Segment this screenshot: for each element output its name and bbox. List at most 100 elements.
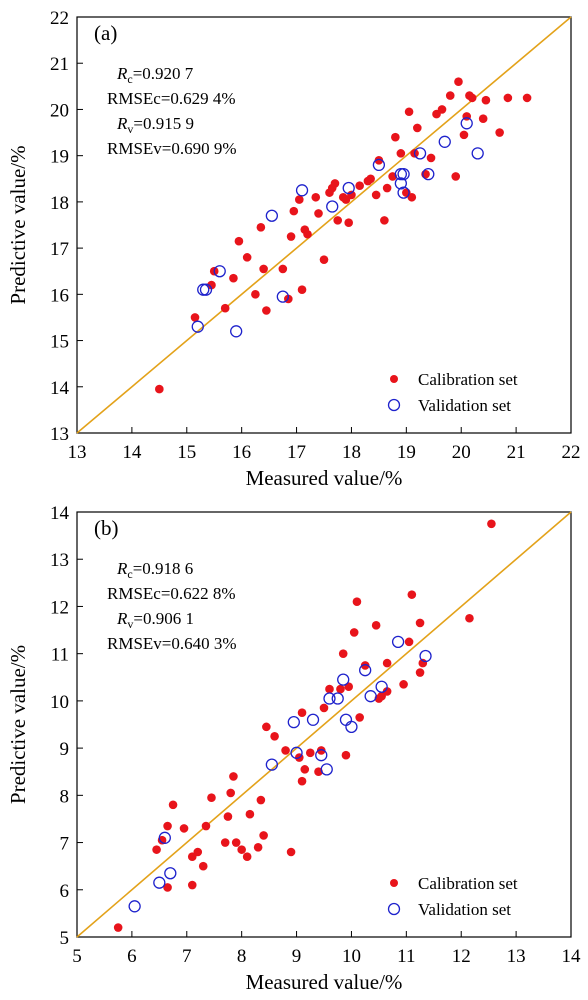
calibration-point [382, 658, 392, 668]
legend-marker-calibration [390, 879, 398, 887]
calibration-point [495, 128, 504, 137]
validation-point [331, 692, 344, 705]
calibration-point [113, 923, 123, 932]
validation-point [128, 900, 141, 913]
x-tick-label: 21 [507, 442, 526, 463]
validation-point [265, 209, 279, 222]
stat-line: RMSEc=0.629 4% [107, 89, 236, 108]
y-tick-label: 22 [50, 8, 69, 29]
calibration-point [179, 824, 189, 833]
validation-point [265, 758, 279, 771]
stat-value: =0.915 9 [133, 114, 194, 133]
calibration-point [503, 93, 513, 103]
calibration-point [481, 95, 491, 105]
calibration-point [478, 114, 488, 123]
calibration-point [262, 306, 271, 315]
calibration-point [459, 130, 469, 140]
validation-point [397, 168, 410, 181]
calibration-point [355, 181, 364, 191]
x-tick-label: 14 [562, 946, 582, 967]
validation-point [359, 664, 372, 677]
x-tick-label: 15 [177, 442, 196, 463]
y-tick-label: 19 [50, 147, 69, 168]
x-tick-label: 16 [232, 442, 251, 463]
calibration-point [380, 216, 389, 225]
calibration-point [245, 809, 255, 819]
validation-point [326, 200, 339, 213]
calibration-point [229, 772, 238, 781]
calibration-point [155, 384, 164, 394]
stat-line: Rc=0.918 6 [116, 559, 193, 581]
validation-point [337, 673, 350, 686]
calibration-point [286, 847, 296, 857]
calibration-point [487, 519, 496, 529]
x-tick-label: 13 [507, 946, 526, 967]
y-tick-label: 8 [60, 786, 70, 807]
stat-subscript: c [127, 72, 132, 86]
stat-subscript: v [127, 617, 133, 631]
calibration-point [229, 273, 238, 283]
validation-point [342, 181, 355, 195]
x-tick-label: 18 [342, 442, 361, 463]
stat-line: RMSEc=0.622 8% [107, 584, 236, 603]
panel-label: (a) [94, 21, 117, 45]
calibration-point [242, 253, 252, 262]
calibration-point [251, 290, 260, 299]
stat-symbol: R [116, 64, 128, 83]
validation-point [276, 290, 289, 303]
calibration-point [391, 132, 400, 142]
calibration-point [336, 684, 345, 694]
y-tick-label: 21 [50, 54, 69, 75]
reference-line [76, 16, 572, 434]
validation-point [315, 749, 328, 762]
calibration-point [399, 680, 408, 689]
calibration-point [163, 821, 172, 831]
legend-marker-validation [387, 902, 401, 916]
x-tick-label: 17 [287, 442, 306, 463]
calibration-point [297, 776, 307, 786]
stat-symbol: R [116, 609, 128, 628]
x-tick-label: 13 [68, 442, 87, 463]
stat-line: Rv=0.915 9 [116, 114, 194, 136]
calibration-point [297, 708, 307, 717]
calibration-point [231, 838, 241, 847]
legend-label: Validation set [418, 900, 511, 919]
calibration-point [311, 192, 321, 202]
validation-point [153, 876, 166, 889]
calibration-point [426, 153, 436, 163]
x-tick-label: 6 [127, 946, 137, 967]
calibration-point [374, 155, 384, 165]
validation-point [372, 158, 386, 172]
y-tick-label: 14 [50, 503, 70, 524]
x-tick-label: 19 [397, 442, 416, 463]
calibration-point [278, 264, 288, 274]
calibration-point [360, 661, 370, 670]
calibration-point [259, 264, 268, 274]
y-tick-label: 13 [50, 424, 69, 445]
calibration-point [407, 192, 417, 202]
y-tick-label: 14 [50, 378, 70, 399]
legend-label: Calibration set [418, 370, 518, 389]
stat-line: RMSEv=0.690 9% [107, 139, 237, 158]
calibration-point [319, 255, 329, 264]
legend-label: Calibration set [418, 874, 518, 893]
stat-symbol: R [116, 559, 128, 578]
stat-symbol: R [116, 114, 128, 133]
validation-point [339, 713, 353, 726]
validation-point [397, 186, 410, 199]
y-tick-label: 18 [50, 193, 69, 214]
calibration-point [413, 123, 422, 133]
x-tick-label: 7 [182, 946, 192, 967]
validation-point [345, 720, 358, 734]
y-tick-label: 5 [60, 928, 70, 949]
y-tick-label: 13 [50, 550, 69, 571]
calibration-point [281, 746, 290, 755]
legend-label: Validation set [418, 396, 511, 415]
validation-point [287, 715, 300, 729]
x-tick-label: 14 [122, 442, 142, 463]
calibration-point [303, 229, 312, 239]
calibration-point [341, 750, 351, 760]
calibration-point [193, 847, 203, 857]
calibration-point [237, 845, 246, 854]
